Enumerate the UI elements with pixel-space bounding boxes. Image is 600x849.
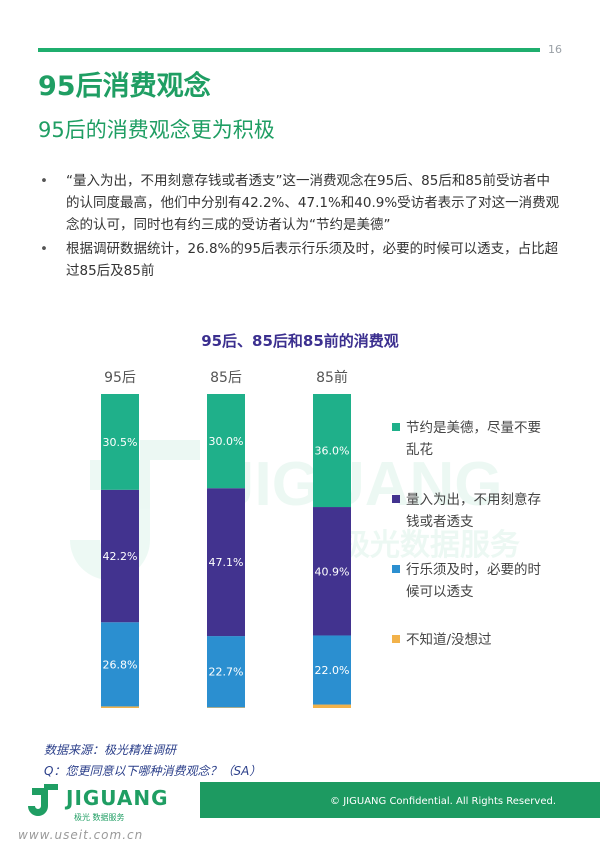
bullet-list: • “量入为出，不用刻意存钱或者透支”这一消费观念在95后、85后和85前受访者… — [40, 170, 560, 284]
data-label: 26.8% — [103, 658, 138, 671]
category-label: 95后 — [104, 370, 136, 386]
data-label: 40.9% — [315, 565, 350, 578]
legend-swatch — [392, 495, 400, 503]
category-label: 85后 — [210, 370, 242, 386]
bar-segment — [313, 394, 351, 508]
page-subtitle: 95后的消费观念更为积极 — [38, 118, 275, 142]
copyright-text: © JIGUANG Confidential. All Rights Reser… — [330, 796, 556, 807]
data-label: 30.5% — [103, 436, 138, 449]
site-watermark: www.useit.com.cn — [18, 828, 144, 842]
chart-title: 95后、85后和85前的消费观 — [201, 332, 399, 350]
data-label: 47.1% — [209, 556, 244, 569]
bar-segment — [207, 488, 245, 637]
legend-label: 量入为出，不用刻意存 — [406, 491, 541, 508]
logo-text: JIGUANG — [66, 786, 169, 810]
logo-tagline: 极光 数据服务 — [74, 813, 125, 822]
bullet-text: “量入为出，不用刻意存钱或者透支”这一消费观念在95后、85后和85前受访者中的… — [66, 173, 560, 233]
legend-label: 节约是美德，尽量不要 — [406, 420, 541, 436]
legend-swatch — [392, 423, 400, 431]
data-label: 22.0% — [315, 664, 350, 677]
bar-segment — [207, 636, 245, 708]
watermark-tagline: 极光数据服务 — [340, 528, 520, 563]
bullet-item: • “量入为出，不用刻意存钱或者透支”这一消费观念在95后、85后和85前受访者… — [40, 170, 560, 236]
data-label: 42.2% — [103, 550, 138, 563]
bar-segment — [313, 704, 351, 708]
bar-segment — [313, 635, 351, 705]
data-label: 30.0% — [209, 435, 244, 448]
legend-label: 钱或者透支 — [406, 514, 474, 530]
bar-segment — [313, 507, 351, 636]
logo-area — [0, 782, 200, 822]
data-label: 22.7% — [209, 666, 244, 679]
legend-label: 乱花 — [406, 442, 433, 458]
legend-label: 不知道/没想过 — [406, 631, 492, 648]
bullet-item: • 根据调研数据统计，26.8%的95后表示行乐须及时，必要的时候可以透支，占比… — [40, 238, 560, 282]
bar-segment — [101, 394, 139, 490]
jiguang-logo-icon — [28, 784, 58, 816]
legend-swatch — [392, 565, 400, 573]
bullet-symbol: • — [40, 173, 48, 189]
page-title: 95后消费观念 — [38, 71, 211, 102]
watermark-brand: JIGUANG — [220, 450, 502, 519]
top-rule — [38, 48, 540, 52]
data-label: 36.0% — [315, 445, 350, 458]
bar-segment — [207, 394, 245, 489]
bullet-text: 根据调研数据统计，26.8%的95后表示行乐须及时，必要的时候可以透支，占比超过… — [66, 241, 559, 279]
survey-question-note: Q：您更同意以下哪种消费观念？（SA） — [44, 764, 262, 778]
category-label: 85前 — [316, 369, 348, 386]
bar-segment — [101, 489, 139, 623]
legend-swatch — [392, 635, 400, 643]
bar-segment — [101, 622, 139, 707]
data-source-note: 数据来源：极光精准调研 — [44, 743, 177, 757]
stacked-bar-chart: 95后、85后和85前的消费观 95后 26.8% 42.2% 30.5% 85后 22.7… — [101, 332, 541, 708]
bar-segment — [101, 706, 139, 708]
page-number: 16 — [548, 43, 562, 56]
bar-segment — [207, 707, 245, 708]
legend-label: 行乐须及时，必要的时 — [406, 562, 541, 578]
legend-label: 候可以透支 — [406, 584, 474, 600]
bullet-symbol: • — [40, 241, 48, 257]
